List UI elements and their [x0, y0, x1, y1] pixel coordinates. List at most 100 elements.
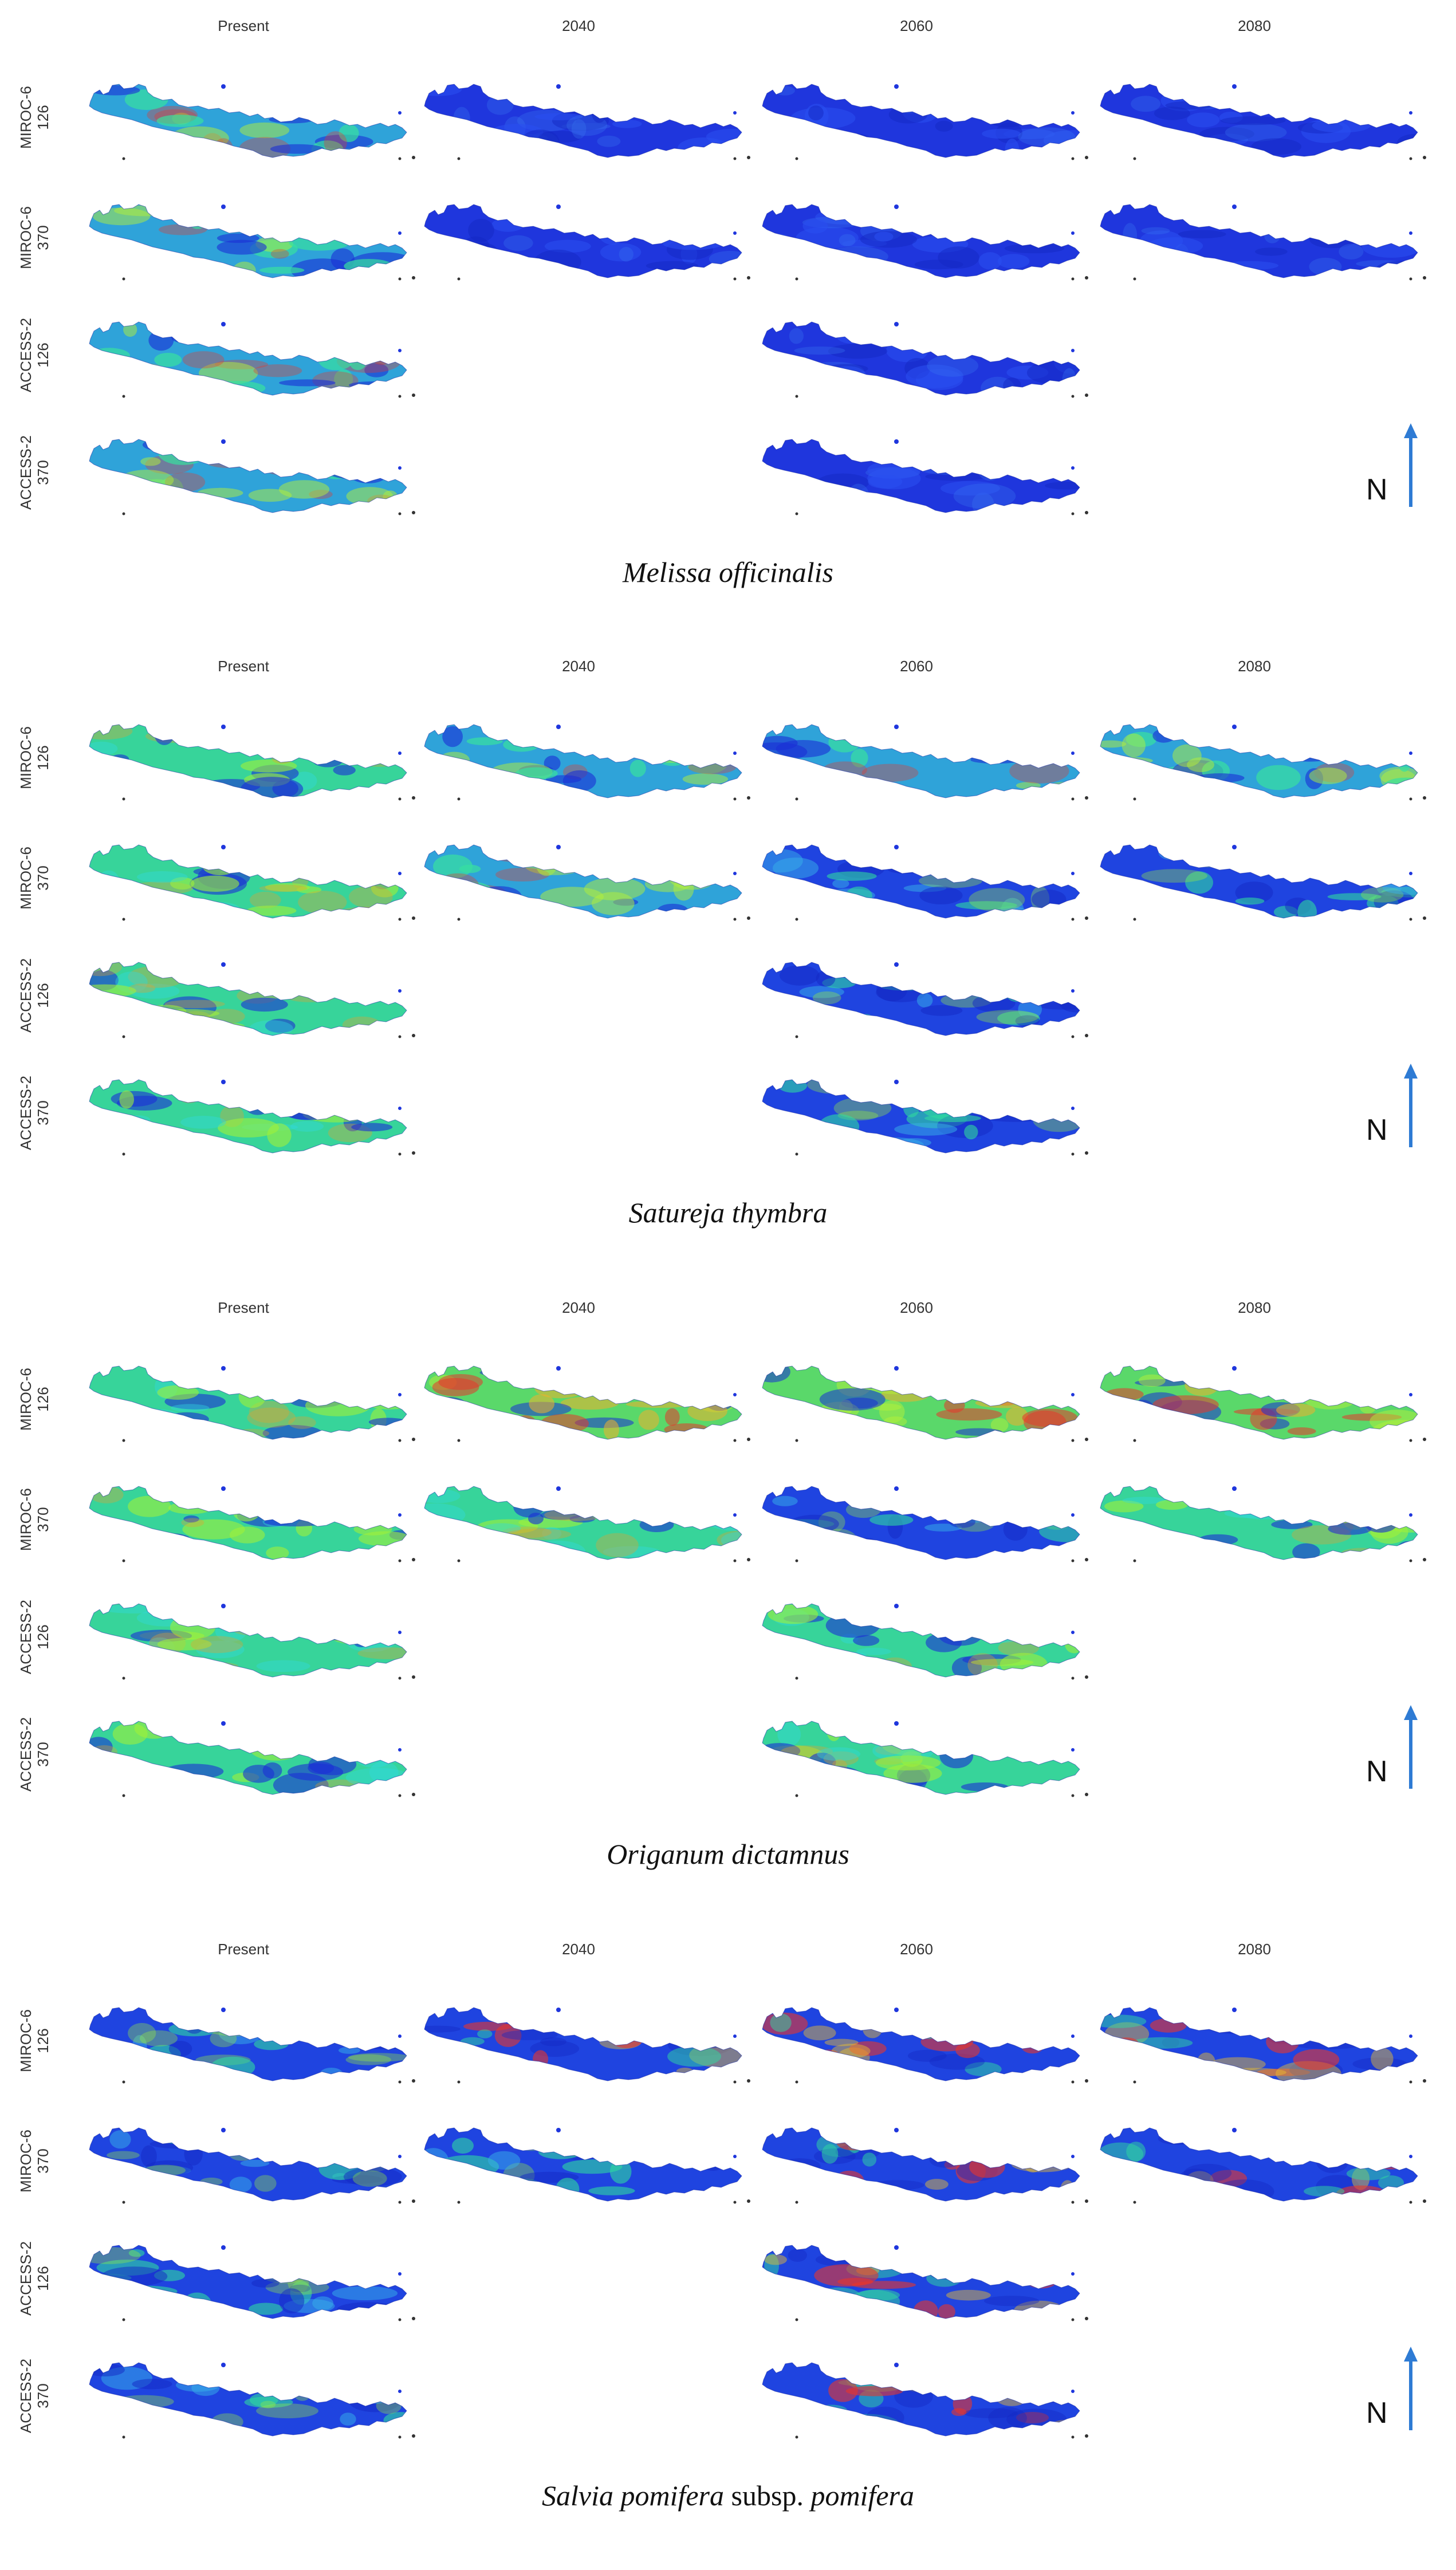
row-label-model: MIROC-6 [17, 1488, 34, 1551]
row-label: ACCESS-2 126 [17, 2233, 52, 2324]
species-name: Satureja thymbra [628, 1197, 828, 1229]
row-label-model: ACCESS-2 [17, 1075, 34, 1151]
suitability-map [759, 1709, 1091, 1800]
suitability-map [1097, 832, 1429, 924]
suitability-map [86, 1995, 418, 2087]
suitability-map [86, 1067, 418, 1159]
suitability-map [86, 832, 418, 924]
row-label: ACCESS-2 370 [17, 1067, 52, 1159]
species-caption: Salvia pomifera subsp. pomifera [0, 2479, 1456, 2512]
column-header: 2040 [562, 1299, 595, 1316]
row-label-scenario: 126 [34, 2028, 52, 2053]
row-label-scenario: 370 [34, 1742, 52, 1767]
suitability-map [86, 2350, 418, 2442]
row-label-model: MIROC-6 [17, 86, 34, 149]
suitability-map [421, 72, 753, 163]
column-header: 2060 [900, 1299, 933, 1316]
row-label: ACCESS-2 370 [17, 2350, 52, 2442]
row-label-scenario: 370 [34, 225, 52, 250]
north-arrow: N [1366, 1061, 1435, 1153]
row-label-model: ACCESS-2 [17, 2241, 34, 2316]
north-label: N [1366, 473, 1388, 506]
row-label: MIROC-6 126 [17, 1995, 52, 2087]
north-arrow: N [1366, 421, 1435, 513]
north-arrow: N [1366, 2344, 1435, 2436]
suitability-map [86, 1353, 418, 1445]
row-label-scenario: 126 [34, 105, 52, 130]
row-label-scenario: 126 [34, 1387, 52, 1412]
column-header: 2060 [900, 658, 933, 675]
row-label-model: ACCESS-2 [17, 2358, 34, 2434]
row-label-model: MIROC-6 [17, 2009, 34, 2072]
row-label-model: MIROC-6 [17, 847, 34, 910]
suitability-map [759, 309, 1091, 401]
north-label: N [1366, 2396, 1388, 2430]
suitability-map [759, 192, 1091, 284]
column-header: 2040 [562, 17, 595, 34]
species-caption: Origanum dictamnus [0, 1837, 1456, 1871]
row-label-model: ACCESS-2 [17, 1599, 34, 1675]
species-panel: Present 2040 2060 2080 MIROC-6 126 MIROC-6 370 [0, 1299, 1456, 1918]
column-header: 2040 [562, 1941, 595, 1958]
row-label-scenario: 370 [34, 865, 52, 891]
north-arrow: N [1366, 1703, 1435, 1794]
suitability-map [86, 712, 418, 804]
suitability-map [1097, 1995, 1429, 2087]
suitability-map [759, 2350, 1091, 2442]
row-label: MIROC-6 126 [17, 72, 52, 163]
row-label-scenario: 370 [34, 460, 52, 485]
row-label-model: MIROC-6 [17, 1368, 34, 1431]
column-header: 2040 [562, 658, 595, 675]
suitability-map [86, 192, 418, 284]
row-label-scenario: 370 [34, 1100, 52, 1125]
suitability-map [1097, 1353, 1429, 1445]
suitability-map [86, 1709, 418, 1800]
species-caption: Melissa officinalis [0, 556, 1456, 589]
suitability-map [421, 712, 753, 804]
species-caption: Satureja thymbra [0, 1196, 1456, 1229]
suitability-map [421, 2115, 753, 2207]
row-label: MIROC-6 126 [17, 1353, 52, 1445]
row-label-scenario: 370 [34, 1507, 52, 1532]
suitability-map [759, 950, 1091, 1041]
column-header: Present [218, 17, 269, 34]
row-label: ACCESS-2 370 [17, 427, 52, 518]
column-header: 2080 [1238, 1299, 1271, 1316]
column-header: Present [218, 658, 269, 675]
suitability-map [421, 832, 753, 924]
suitability-map [759, 1995, 1091, 2087]
column-header: Present [218, 1941, 269, 1958]
suitability-map [759, 1067, 1091, 1159]
suitability-map [421, 1353, 753, 1445]
suitability-map [421, 192, 753, 284]
suitability-map [86, 2115, 418, 2207]
suitability-map [86, 950, 418, 1041]
row-label: ACCESS-2 126 [17, 950, 52, 1041]
north-label: N [1366, 1755, 1388, 1788]
column-header: 2060 [900, 17, 933, 34]
row-label: MIROC-6 370 [17, 192, 52, 284]
suitability-map [86, 309, 418, 401]
suitability-map [1097, 712, 1429, 804]
row-label-scenario: 126 [34, 983, 52, 1008]
row-label-model: MIROC-6 [17, 2130, 34, 2193]
row-label-scenario: 126 [34, 745, 52, 770]
suitability-map [759, 1353, 1091, 1445]
suitability-map [759, 2233, 1091, 2324]
north-arrow-icon [1404, 1064, 1418, 1147]
species-panel: Present 2040 2060 2080 MIROC-6 126 MIROC-6 370 [0, 658, 1456, 1276]
species-name: Melissa officinalis [622, 556, 834, 588]
row-label-model: MIROC-6 [17, 726, 34, 789]
north-arrow-icon [1404, 1705, 1418, 1789]
species-panel: Present 2040 2060 2080 MIROC-6 126 MIROC-6 370 [0, 1941, 1456, 2559]
species-rank: subsp. [724, 2480, 811, 2512]
row-label: ACCESS-2 370 [17, 1709, 52, 1800]
row-label: MIROC-6 370 [17, 832, 52, 924]
suitability-map [421, 1474, 753, 1565]
suitability-map [759, 427, 1091, 518]
suitability-map [86, 1474, 418, 1565]
row-label-model: ACCESS-2 [17, 435, 34, 510]
suitability-map [759, 72, 1091, 163]
suitability-map [1097, 1474, 1429, 1565]
suitability-map [86, 1591, 418, 1683]
